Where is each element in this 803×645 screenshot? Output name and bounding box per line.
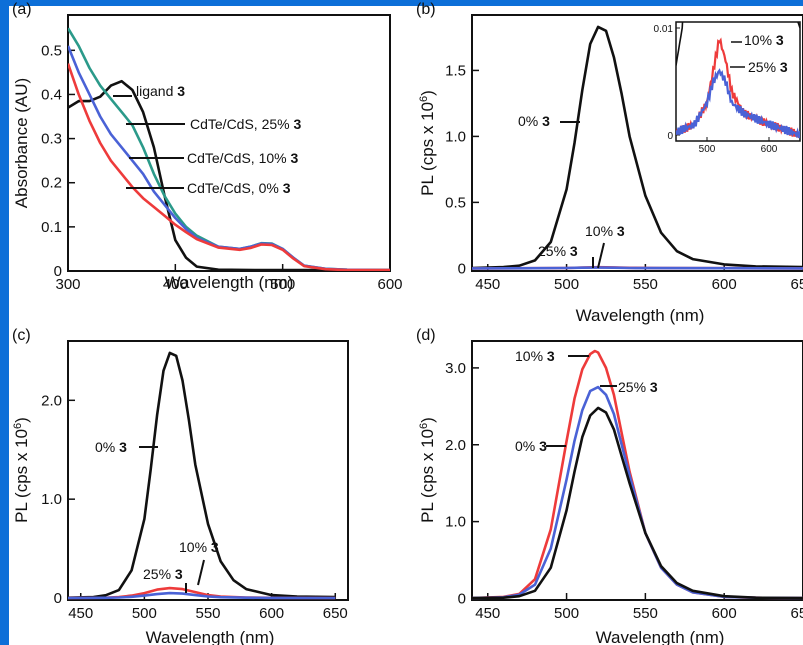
frame-top [0, 0, 803, 6]
panel-tag: (d) [416, 327, 436, 344]
y-tick-label: 0.4 [41, 86, 62, 103]
series-annotation: 0% 3 [515, 438, 547, 454]
y-tick-label: 0.3 [41, 131, 62, 148]
series-annotation: 25% 3 [618, 379, 658, 395]
panel-b: (b) 450 500 550 600 650 0 0.5 1.0 1.5 Wavelength (… [416, 1, 803, 325]
x-tick-label: 650 [790, 276, 803, 293]
series-line-1 [68, 351, 336, 599]
x-tick-label: 550 [633, 276, 658, 293]
frame-left [0, 0, 9, 645]
series-annotation: CdTe/CdS, 10% 3 [187, 150, 299, 166]
x-tick-label: 400 [163, 276, 188, 293]
series-annotation: CdTe/CdS, 0% 3 [187, 180, 291, 196]
inset-y-tick-label: 0 [667, 131, 673, 142]
x-tick-label: 500 [554, 276, 579, 293]
y-axis-label: PL (cps x 106) [418, 90, 437, 196]
x-tick-label: 450 [475, 605, 500, 622]
y-tick-label: 0.5 [41, 42, 62, 59]
y-tick-label: 1.0 [445, 514, 466, 531]
panel-tag: (b) [416, 1, 436, 18]
series-annotation: 10% 3 [515, 348, 555, 364]
panel-c: (c) 450 500 550 600 650 0 1.0 2.0 Wavelength (nm)… [12, 327, 349, 645]
x-tick-label: 600 [712, 605, 737, 622]
inset-x-tick-label: 600 [761, 144, 778, 155]
x-tick-label: 500 [270, 276, 295, 293]
series-annotation: ligand 3 [136, 83, 185, 99]
y-tick-label: 0 [54, 263, 62, 280]
inset-x-tick-label: 500 [699, 144, 716, 155]
series-line-3 [68, 591, 336, 600]
series-annotation: 25% 3 [143, 566, 183, 582]
inset-y-tick-label: 0.01 [654, 24, 674, 35]
y-tick-label: 0.1 [41, 219, 62, 236]
series-annotation: CdTe/CdS, 25% 3 [190, 116, 302, 132]
x-axis-label: Wavelength (nm) [146, 628, 275, 645]
y-tick-label: 1.0 [445, 128, 466, 145]
x-tick-label: 650 [790, 605, 803, 622]
x-axis-label: Wavelength (nm) [576, 306, 705, 325]
y-axis-label: Absorbance (AU) [12, 78, 31, 208]
inset: 500 600 0 0.01 10% 3 25% 3 [654, 21, 801, 155]
inset-series-line-3 [676, 68, 800, 139]
y-tick-label: 3.0 [445, 360, 466, 377]
series-annotation: 0% 3 [518, 113, 550, 129]
panel-d: (d) 450 500 550 600 650 0 1.0 2.0 3.0 Wavelength (… [416, 327, 803, 645]
x-tick-label: 300 [55, 276, 80, 293]
panel-a: (a) 300 400 500 600 0 0.1 0.2 0.3 0.4 0.5 Wavelengt… [12, 1, 403, 293]
x-tick-label: 600 [377, 276, 402, 293]
series-line-2 [472, 385, 803, 600]
x-tick-label: 600 [712, 276, 737, 293]
panel-tag: (c) [12, 327, 31, 344]
x-tick-label: 500 [554, 605, 579, 622]
y-tick-label: 0 [54, 590, 62, 607]
y-tick-label: 2.0 [41, 392, 62, 409]
y-tick-label: 0.5 [445, 194, 466, 211]
y-tick-label: 1.5 [445, 62, 466, 79]
x-tick-label: 650 [323, 605, 348, 622]
panel-tag: (a) [12, 1, 32, 18]
annotation-leader [597, 242, 605, 269]
series-line-3 [472, 406, 803, 600]
x-tick-label: 450 [68, 605, 93, 622]
inset-annotation: 10% 3 [744, 32, 784, 48]
series-line-4 [68, 63, 390, 271]
annotation-leader [197, 559, 205, 586]
series-line-1 [472, 25, 803, 270]
series-line-3 [472, 266, 803, 270]
y-tick-label: 1.0 [41, 491, 62, 508]
plot-frame [471, 14, 803, 272]
x-axis-label: Wavelength (nm) [596, 628, 725, 645]
inset-annotation: 25% 3 [748, 59, 788, 75]
x-axis-label: Wavelength (nm) [165, 273, 294, 292]
series-annotation: 25% 3 [538, 243, 578, 259]
y-tick-label: 2.0 [445, 437, 466, 454]
series-annotation: 0% 3 [95, 439, 127, 455]
plot-frame [471, 340, 803, 601]
x-tick-label: 500 [132, 605, 157, 622]
y-tick-label: 0.2 [41, 175, 62, 192]
x-tick-label: 550 [633, 605, 658, 622]
series-annotation: 10% 3 [179, 539, 219, 555]
y-axis-label: PL (cps x 106) [12, 417, 31, 523]
x-tick-label: 550 [195, 605, 220, 622]
y-tick-label: 0 [458, 260, 466, 277]
x-tick-label: 600 [259, 605, 284, 622]
series-annotation: 10% 3 [585, 223, 625, 239]
y-axis-label: PL (cps x 106) [418, 417, 437, 523]
series-line-1 [68, 79, 390, 271]
y-tick-label: 0 [458, 590, 466, 607]
x-tick-label: 450 [475, 276, 500, 293]
